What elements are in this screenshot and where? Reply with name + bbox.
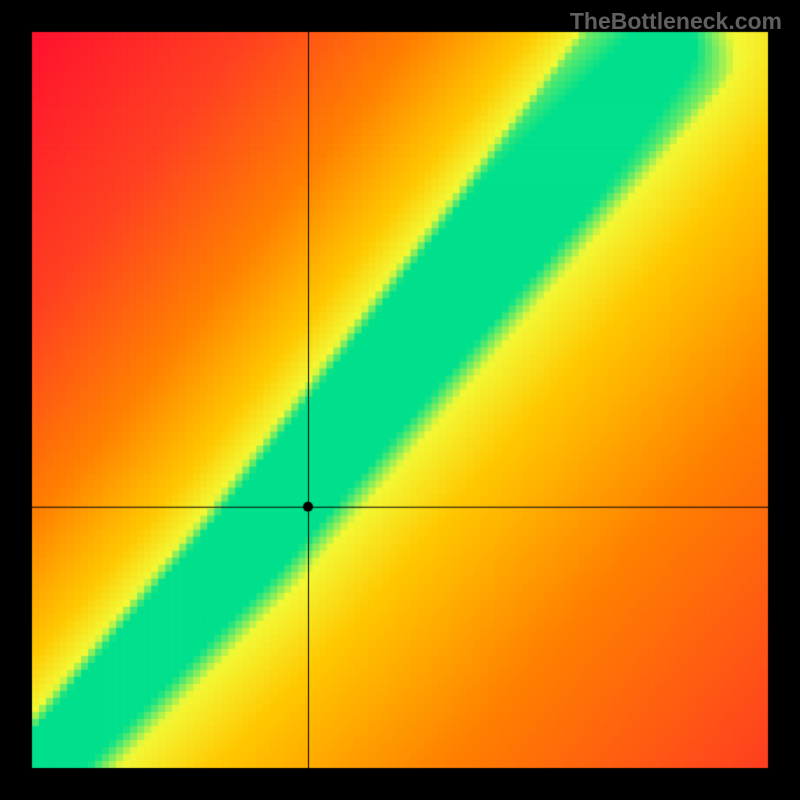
chart-container: TheBottleneck.com xyxy=(0,0,800,800)
watermark-text: TheBottleneck.com xyxy=(570,8,782,35)
bottleneck-heatmap xyxy=(0,0,800,800)
